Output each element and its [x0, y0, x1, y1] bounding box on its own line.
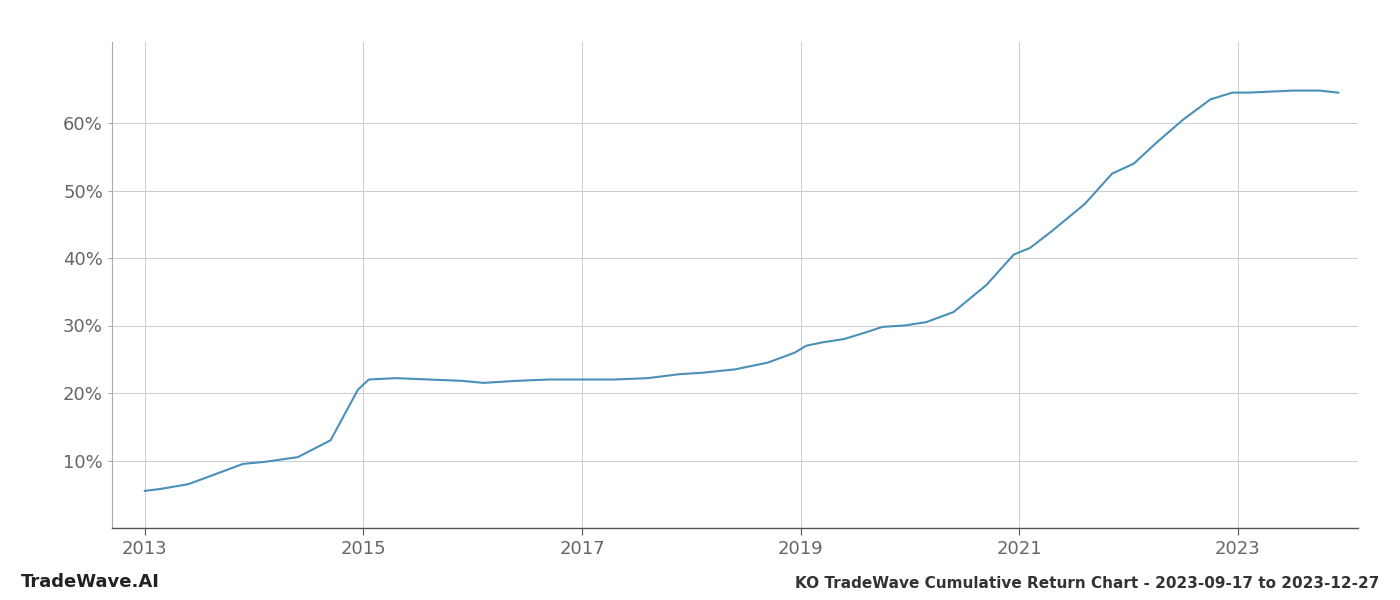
- Text: TradeWave.AI: TradeWave.AI: [21, 573, 160, 591]
- Text: KO TradeWave Cumulative Return Chart - 2023-09-17 to 2023-12-27: KO TradeWave Cumulative Return Chart - 2…: [795, 576, 1379, 591]
